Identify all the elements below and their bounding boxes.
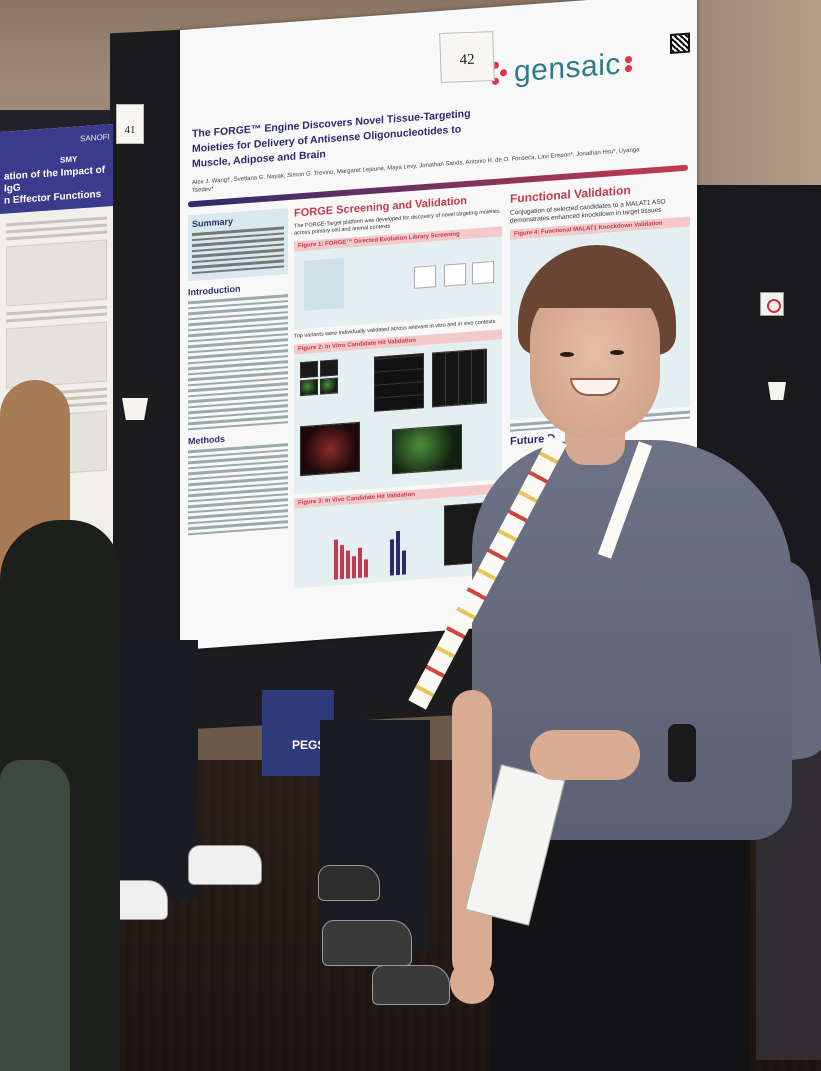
logo-dots-icon (624, 52, 635, 77)
left-poster-title: ation of the Impact of IgG n Effector Fu… (4, 164, 106, 207)
sneaker (322, 920, 412, 966)
attendee-legs (320, 720, 430, 950)
logo-text: gensaic (514, 47, 621, 89)
poster-column-middle: FORGE Screening and Validation The FORGE… (294, 192, 502, 592)
attendee-legs (108, 640, 198, 900)
poster-column-left: Summary Introduction Methods (188, 208, 288, 538)
qr-code-icon (670, 32, 690, 55)
presenter-eye (610, 350, 624, 355)
poster-number-card-41: 41 (116, 104, 144, 144)
presenter-hand (450, 960, 494, 1004)
paper-cup (768, 382, 786, 400)
backpack (0, 760, 70, 1071)
summary-box: Summary (188, 208, 288, 282)
gensaic-logo: gensaic (492, 47, 635, 91)
left-poster-logo2: SMY (60, 154, 78, 165)
wristwatch (668, 724, 696, 782)
figure2-panel (294, 339, 502, 495)
left-poster-figure (6, 239, 107, 307)
presenter-hand (530, 730, 640, 780)
presenter-bangs (532, 262, 662, 308)
figure3-panel (294, 493, 502, 589)
sneaker (188, 845, 262, 885)
logo-dots-icon (492, 61, 510, 86)
sneaker (318, 865, 380, 901)
poster-number-card-42: 42 (439, 31, 495, 83)
presenter-eye (560, 352, 574, 357)
figure1-panel (294, 236, 502, 330)
left-poster-figure (6, 321, 107, 389)
paper-cup (122, 398, 148, 420)
sneaker (372, 965, 450, 1005)
no-smoking-sign-icon (760, 292, 784, 316)
